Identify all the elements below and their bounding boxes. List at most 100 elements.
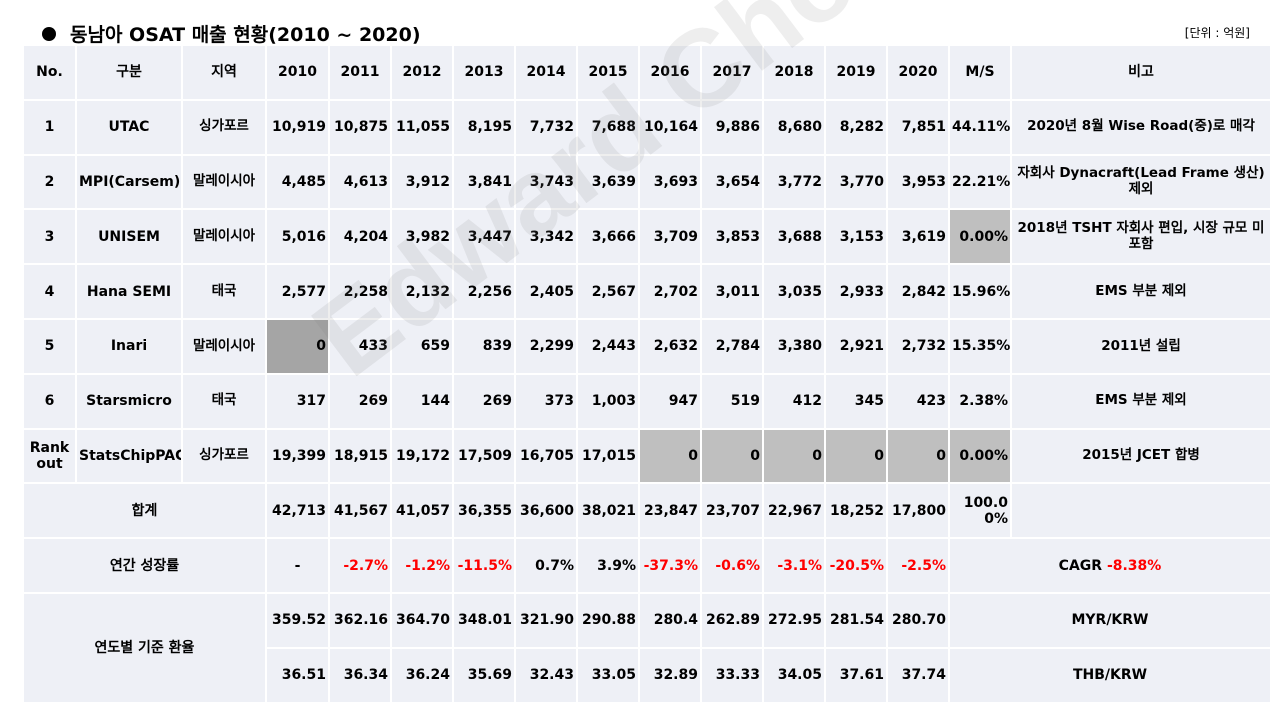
cagr-value: -8.38% <box>1106 557 1162 574</box>
company-no: 3 <box>24 210 75 264</box>
growth-cell: -3.1% <box>764 539 824 592</box>
company-region: 태국 <box>183 265 265 318</box>
revenue-cell: 3,853 <box>702 210 762 264</box>
company-name: Starsmicro <box>77 374 181 428</box>
total-note-empty <box>1012 484 1270 538</box>
header-year: 2017 <box>702 46 762 99</box>
company-row: 3 UNISEM 말레이시아 5,016 4,204 3,982 3,447 3,342 3,6… <box>24 210 1270 264</box>
company-name: StatsChipPAC <box>77 429 181 483</box>
note-cell: 2018년 TSHT 자회사 편입, 시장 규모 미포함 <box>1012 210 1270 264</box>
revenue-cell: 19,172 <box>392 429 452 483</box>
total-cell: 42,713 <box>267 484 328 538</box>
revenue-cell: 0 <box>267 319 328 373</box>
company-row: 4 Hana SEMI 태국 2,577 2,258 2,132 2,256 2,405 2,5… <box>24 265 1270 318</box>
revenue-cell: 2,732 <box>888 319 948 373</box>
header-year: 2019 <box>826 46 886 99</box>
revenue-cell: 5,016 <box>267 210 328 264</box>
revenue-cell: 8,195 <box>454 100 514 154</box>
note-cell: 2011년 설립 <box>1012 319 1270 373</box>
total-label: 합계 <box>24 484 265 538</box>
company-no: Rank out <box>24 429 75 483</box>
company-region: 태국 <box>183 374 265 428</box>
myr-rate-cell: 280.70 <box>888 593 948 647</box>
myr-label: MYR/KRW <box>950 593 1270 647</box>
company-row: 1 UTAC 싱가포르 10,919 10,875 11,055 8,195 7,732 7,6… <box>24 100 1270 154</box>
thb-rate-cell: 33.33 <box>702 648 762 702</box>
revenue-cell: 2,567 <box>578 265 638 318</box>
revenue-cell: 412 <box>764 374 824 428</box>
revenue-cell: 519 <box>702 374 762 428</box>
growth-cell: 0.7% <box>516 539 576 592</box>
growth-cell: -2.7% <box>330 539 390 592</box>
note-cell: 자회사 Dynacraft(Lead Frame 생산) 제외 <box>1012 155 1270 209</box>
revenue-cell: 3,011 <box>702 265 762 318</box>
revenue-cell: 3,447 <box>454 210 514 264</box>
company-row: 2 MPI(Carsem) 말레이시아 4,485 4,613 3,912 3,841 3,7… <box>24 155 1270 209</box>
growth-cell: -2.5% <box>888 539 948 592</box>
revenue-cell: 4,613 <box>330 155 390 209</box>
thb-rate-cell: 33.05 <box>578 648 638 702</box>
revenue-table: No. 구분 지역 2010 2011 2012 2013 2014 2015 2016 2017 2… <box>22 44 1272 704</box>
company-row: Rank out StatsChipPAC 싱가포르 19,399 18,915 19,1… <box>24 429 1270 483</box>
revenue-cell: 10,919 <box>267 100 328 154</box>
total-cell: 41,567 <box>330 484 390 538</box>
revenue-cell: 433 <box>330 319 390 373</box>
header-year: 2016 <box>640 46 700 99</box>
growth-cell: -0.6% <box>702 539 762 592</box>
market-share-cell: 22.21% <box>950 155 1010 209</box>
revenue-cell: 373 <box>516 374 576 428</box>
growth-cell: -11.5% <box>454 539 514 592</box>
revenue-cell: 3,035 <box>764 265 824 318</box>
growth-label: 연간 성장률 <box>24 539 265 592</box>
revenue-cell: 2,443 <box>578 319 638 373</box>
revenue-cell: 3,770 <box>826 155 886 209</box>
page-title: 동남아 OSAT 매출 현황(2010 ~ 2020) <box>42 20 421 47</box>
company-name: UNISEM <box>77 210 181 264</box>
revenue-cell: 10,164 <box>640 100 700 154</box>
cagr-label: CAGR <box>1058 557 1103 574</box>
market-share-cell: 15.96% <box>950 265 1010 318</box>
revenue-cell: 3,693 <box>640 155 700 209</box>
revenue-cell: 0 <box>702 429 762 483</box>
total-cell: 23,847 <box>640 484 700 538</box>
revenue-cell: 3,639 <box>578 155 638 209</box>
myr-rate-cell: 290.88 <box>578 593 638 647</box>
total-cell: 22,967 <box>764 484 824 538</box>
revenue-cell: 3,982 <box>392 210 452 264</box>
bullet-icon <box>42 26 56 41</box>
header-year: 2012 <box>392 46 452 99</box>
myr-rate-cell: 362.16 <box>330 593 390 647</box>
market-share-cell: 15.35% <box>950 319 1010 373</box>
company-no: 4 <box>24 265 75 318</box>
revenue-cell: 423 <box>888 374 948 428</box>
company-region: 말레이시아 <box>183 210 265 264</box>
market-share-cell: 0.00% <box>950 429 1010 483</box>
revenue-cell: 9,886 <box>702 100 762 154</box>
thb-rate-cell: 35.69 <box>454 648 514 702</box>
revenue-cell: 3,666 <box>578 210 638 264</box>
company-region: 말레이시아 <box>183 319 265 373</box>
thb-label: THB/KRW <box>950 648 1270 702</box>
growth-row: 연간 성장률 - -2.7% -1.2% -11.5% 0.7% 3.9% -37.3% -0.… <box>24 539 1270 592</box>
header-year: 2020 <box>888 46 948 99</box>
header-year: 2018 <box>764 46 824 99</box>
revenue-cell: 3,772 <box>764 155 824 209</box>
header-row: No. 구분 지역 2010 2011 2012 2013 2014 2015 2016 2017 2… <box>24 46 1270 99</box>
revenue-cell: 17,015 <box>578 429 638 483</box>
revenue-cell: 2,256 <box>454 265 514 318</box>
revenue-cell: 4,485 <box>267 155 328 209</box>
total-cell: 38,021 <box>578 484 638 538</box>
revenue-cell: 3,688 <box>764 210 824 264</box>
revenue-cell: 2,405 <box>516 265 576 318</box>
revenue-cell: 0 <box>640 429 700 483</box>
company-name: Inari <box>77 319 181 373</box>
total-cell: 41,057 <box>392 484 452 538</box>
growth-cell: -1.2% <box>392 539 452 592</box>
thb-rate-cell: 36.34 <box>330 648 390 702</box>
revenue-cell: 2,842 <box>888 265 948 318</box>
revenue-cell: 1,003 <box>578 374 638 428</box>
page-title-text: 동남아 OSAT 매출 현황(2010 ~ 2020) <box>70 24 421 46</box>
note-cell: 2020년 8월 Wise Road(중)로 매각 <box>1012 100 1270 154</box>
total-cell: 17,800 <box>888 484 948 538</box>
revenue-cell: 0 <box>764 429 824 483</box>
